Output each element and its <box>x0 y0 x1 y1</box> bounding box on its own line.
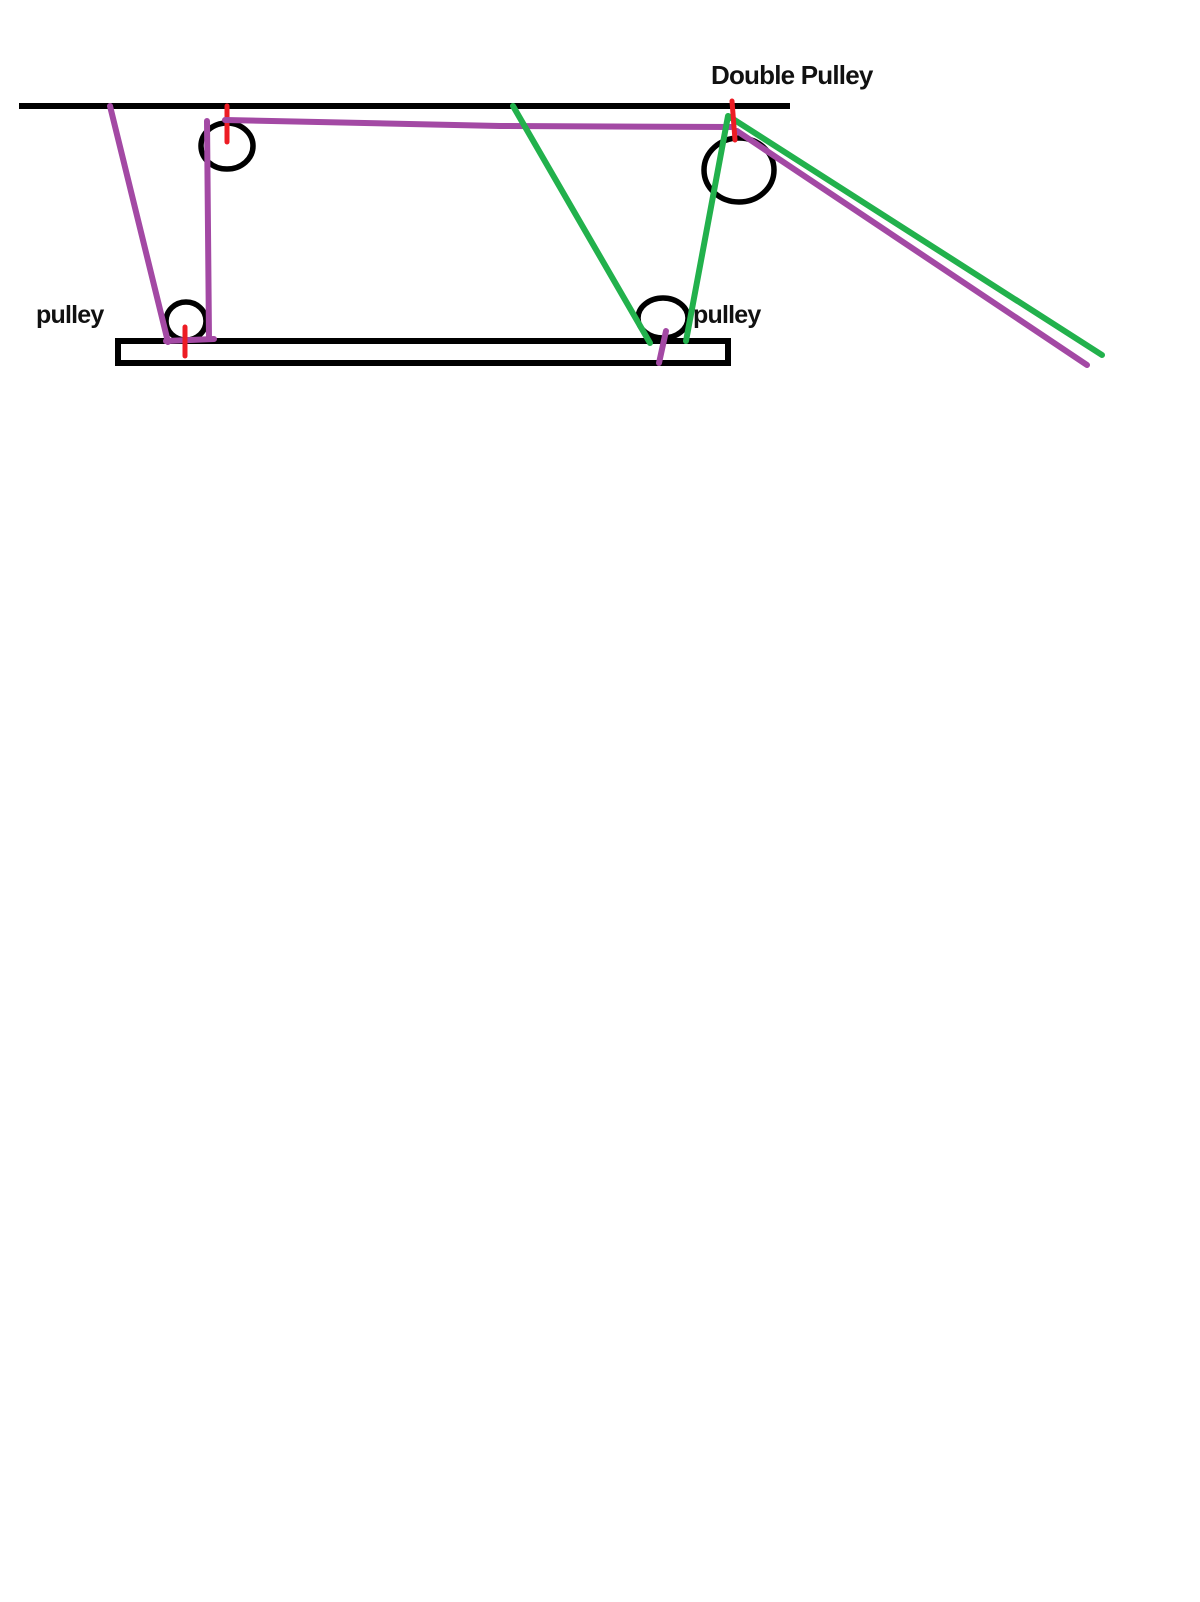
purple-rope-top-horizontal <box>222 117 734 130</box>
green-rope-double-pulley-diagonal <box>730 116 1105 358</box>
platform-board <box>115 338 731 366</box>
purple-rope-under-bottom-left-pulley <box>163 336 217 344</box>
right-pulley-label: pulley <box>693 301 761 329</box>
pin-double-pulley <box>729 98 738 143</box>
purple-rope-ceiling-to-bottom-left-pulley <box>107 103 171 345</box>
green-rope-ceiling-to-bottom-middle-pulley <box>510 103 653 346</box>
purple-rope-double-pulley-diagonal <box>734 128 1090 368</box>
left-pulley-label: pulley <box>36 301 104 329</box>
purple-rope-bottom-middle-stub <box>656 328 669 366</box>
double-pulley-label: Double Pulley <box>711 60 873 90</box>
purple-rope-up-to-top-left-pulley <box>204 118 212 342</box>
